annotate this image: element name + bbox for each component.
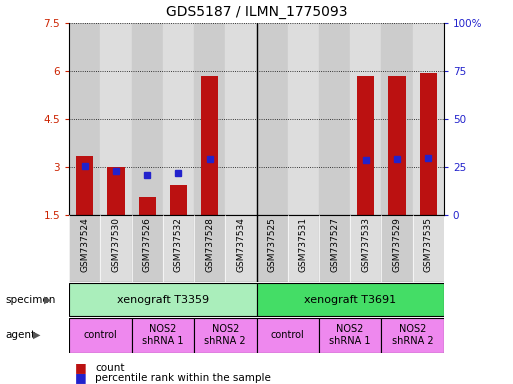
- Text: NOS2
shRNA 2: NOS2 shRNA 2: [392, 324, 433, 346]
- Bar: [388, 76, 405, 215]
- Text: GSM737526: GSM737526: [143, 217, 152, 272]
- Bar: [132, 23, 163, 215]
- Bar: [194, 215, 225, 282]
- FancyBboxPatch shape: [256, 318, 319, 353]
- Bar: [381, 23, 412, 215]
- Text: GSM737524: GSM737524: [81, 217, 89, 272]
- Bar: [412, 215, 444, 282]
- Bar: [319, 215, 350, 282]
- Text: ▶: ▶: [44, 295, 51, 305]
- Text: NOS2
shRNA 1: NOS2 shRNA 1: [142, 324, 184, 346]
- Text: xenograft T3691: xenograft T3691: [304, 295, 396, 305]
- Text: GSM737531: GSM737531: [299, 217, 308, 272]
- FancyBboxPatch shape: [132, 318, 194, 353]
- Bar: [288, 215, 319, 282]
- FancyBboxPatch shape: [319, 318, 381, 353]
- Bar: [170, 185, 187, 215]
- Bar: [201, 76, 218, 215]
- Bar: [194, 23, 225, 215]
- Text: specimen: specimen: [5, 295, 55, 305]
- Bar: [101, 215, 132, 282]
- Title: GDS5187 / ILMN_1775093: GDS5187 / ILMN_1775093: [166, 5, 347, 19]
- Bar: [163, 23, 194, 215]
- Bar: [132, 215, 163, 282]
- FancyBboxPatch shape: [69, 318, 132, 353]
- Bar: [225, 23, 256, 215]
- Text: control: control: [84, 330, 117, 340]
- Bar: [256, 23, 288, 215]
- Text: GSM737534: GSM737534: [236, 217, 245, 272]
- FancyBboxPatch shape: [381, 318, 444, 353]
- Bar: [256, 215, 288, 282]
- Text: percentile rank within the sample: percentile rank within the sample: [95, 373, 271, 383]
- Bar: [288, 23, 319, 215]
- Text: GSM737529: GSM737529: [392, 217, 402, 272]
- Text: GSM737535: GSM737535: [424, 217, 432, 272]
- Text: GSM737525: GSM737525: [268, 217, 277, 272]
- FancyBboxPatch shape: [69, 283, 256, 316]
- Bar: [163, 215, 194, 282]
- Bar: [350, 215, 381, 282]
- Bar: [357, 76, 374, 215]
- Text: ■: ■: [74, 371, 86, 384]
- FancyBboxPatch shape: [256, 283, 444, 316]
- Bar: [69, 215, 101, 282]
- Text: GSM737533: GSM737533: [361, 217, 370, 272]
- Bar: [350, 23, 381, 215]
- Text: GSM737528: GSM737528: [205, 217, 214, 272]
- Text: NOS2
shRNA 1: NOS2 shRNA 1: [329, 324, 371, 346]
- Bar: [139, 197, 156, 215]
- Text: GSM737530: GSM737530: [111, 217, 121, 272]
- Text: ▶: ▶: [33, 330, 41, 340]
- Text: control: control: [271, 330, 305, 340]
- Text: ■: ■: [74, 361, 86, 374]
- Bar: [101, 23, 132, 215]
- Bar: [420, 73, 437, 215]
- Bar: [108, 167, 125, 215]
- Text: count: count: [95, 363, 125, 373]
- Bar: [381, 215, 412, 282]
- FancyBboxPatch shape: [194, 318, 256, 353]
- Bar: [412, 23, 444, 215]
- Bar: [225, 215, 256, 282]
- Text: xenograft T3359: xenograft T3359: [117, 295, 209, 305]
- Text: GSM737532: GSM737532: [174, 217, 183, 272]
- Bar: [319, 23, 350, 215]
- Text: NOS2
shRNA 2: NOS2 shRNA 2: [205, 324, 246, 346]
- Text: GSM737527: GSM737527: [330, 217, 339, 272]
- Bar: [69, 23, 101, 215]
- Bar: [76, 156, 93, 215]
- Text: agent: agent: [5, 330, 35, 340]
